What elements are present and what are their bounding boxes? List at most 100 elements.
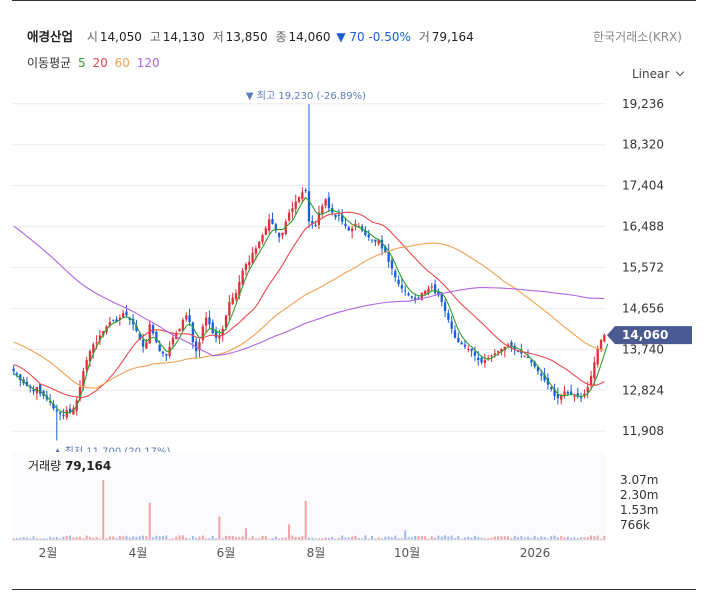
ma-legend-60[interactable]: 60 — [114, 56, 130, 70]
volume-bar — [543, 536, 546, 540]
volume-bar — [470, 537, 473, 540]
candle-body — [553, 389, 556, 396]
candle-body — [473, 351, 477, 356]
candle-body — [178, 328, 181, 332]
candle-body — [264, 228, 268, 235]
candle-body — [138, 333, 141, 340]
volume-bar — [52, 537, 55, 540]
candle-body — [440, 293, 443, 303]
candle-body — [423, 290, 427, 294]
candle-body — [327, 197, 331, 209]
y-tick-label: 12,824 — [622, 383, 664, 397]
candle-body — [430, 286, 433, 288]
volume-bar — [79, 536, 82, 540]
volume-bar — [15, 538, 18, 540]
volume-bar — [238, 536, 241, 540]
candle-body — [88, 351, 92, 362]
candle-body — [39, 384, 42, 394]
volume-bar — [457, 536, 460, 540]
volume-bar — [381, 538, 384, 540]
candle-body — [487, 357, 490, 359]
volume-bar — [497, 536, 500, 540]
volume-bar — [161, 536, 164, 540]
candle-body — [556, 394, 560, 399]
volume-bar — [414, 536, 417, 540]
candle-body — [112, 319, 115, 321]
volume-bar — [258, 538, 261, 540]
candle-body — [141, 339, 145, 347]
y-tick-label: 11,908 — [622, 424, 664, 438]
volume-bar — [317, 538, 320, 540]
volume-bar — [361, 538, 364, 540]
candle-body — [390, 260, 394, 269]
candle-body — [145, 342, 148, 349]
scale-dropdown[interactable]: Linear — [632, 67, 685, 81]
volume-bar — [321, 538, 324, 540]
candle-body — [523, 355, 526, 357]
candle-body — [125, 311, 128, 316]
volume-bar — [75, 537, 78, 540]
candle-body — [258, 241, 261, 249]
candle-body — [470, 348, 473, 352]
volume-bar — [460, 538, 463, 540]
candle-body — [25, 381, 29, 387]
ma-legend-5[interactable]: 5 — [78, 56, 86, 70]
volume-tick-label: 1.53m — [620, 503, 658, 517]
candle-body — [297, 197, 301, 202]
candle-body — [115, 319, 118, 323]
volume-bar — [195, 537, 198, 540]
volume-bar — [55, 537, 58, 540]
volume-bar — [596, 535, 599, 540]
volume-bar — [241, 536, 244, 540]
volume-bar — [98, 538, 101, 540]
candle-body — [384, 246, 387, 253]
volume-bar — [593, 536, 596, 540]
ma-legend-120[interactable]: 120 — [136, 56, 160, 70]
candle-body — [92, 344, 95, 354]
volume-bar — [268, 538, 271, 540]
volume-tick-label: 766k — [620, 518, 650, 532]
price-axis: 19,236 18,320 17,404 16,488 15,572 14,656 13,7… — [622, 97, 664, 438]
volume-bar — [122, 536, 125, 540]
volume-bar — [394, 535, 397, 540]
volume-panel-title: 거래량 79,164 — [28, 457, 111, 474]
y-tick-label: 19,236 — [622, 97, 664, 111]
open-value: 14,050 — [99, 30, 142, 44]
volume-bar — [427, 538, 430, 540]
volume-bar — [95, 537, 98, 540]
candle-body — [560, 394, 563, 400]
volume-bar — [357, 538, 360, 540]
volume-label: 거 — [418, 30, 430, 44]
volume-bar — [92, 537, 95, 540]
candle-body — [457, 338, 460, 343]
candle-body — [244, 264, 248, 270]
volume-bar — [138, 536, 141, 540]
volume-bar — [152, 537, 155, 540]
volume-bar — [490, 537, 493, 540]
ma-line-20 — [13, 211, 605, 399]
volume-bar — [463, 537, 466, 540]
low-label: 저 — [212, 30, 224, 44]
volume-bar — [527, 536, 530, 540]
volume-bar — [191, 536, 194, 540]
ma-legend-20[interactable]: 20 — [92, 56, 108, 70]
volume-bar — [284, 537, 287, 540]
candle-body — [301, 192, 304, 199]
volume-bar — [82, 538, 85, 540]
candle-body — [569, 391, 573, 395]
volume-bar — [301, 536, 304, 540]
volume-bar — [487, 538, 490, 540]
candle-body — [443, 302, 447, 311]
candle-body — [573, 395, 576, 397]
candle-body — [579, 397, 583, 399]
candle-body — [204, 317, 208, 326]
volume-bar — [208, 538, 211, 540]
candle-body — [65, 410, 68, 418]
volume-bar — [417, 536, 420, 540]
volume-bar — [334, 538, 337, 540]
candle-body — [284, 221, 287, 234]
y-tick-label: 17,404 — [622, 179, 664, 193]
candle-body — [307, 191, 311, 222]
